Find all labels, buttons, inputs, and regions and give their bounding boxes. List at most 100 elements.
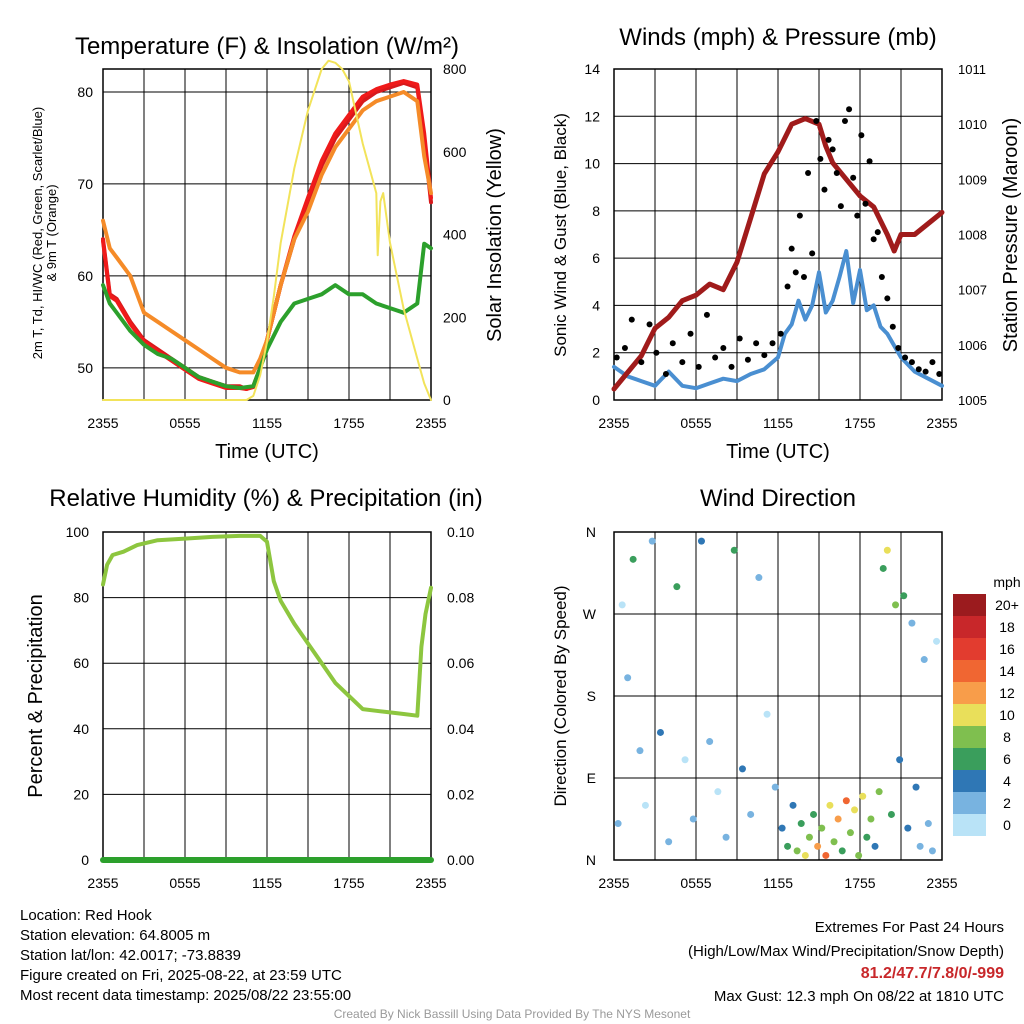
y2-tick-label: 1011 <box>958 62 986 77</box>
y2-tick-label: 1007 <box>958 283 987 298</box>
series-line-td <box>101 241 433 390</box>
gust-point <box>825 136 832 143</box>
x-tick-label: 0555 <box>169 415 200 431</box>
direction-point <box>641 801 649 809</box>
direction-point <box>924 820 932 828</box>
y2-tick-label: 1008 <box>958 228 987 243</box>
legend-label: 2 <box>1003 795 1011 811</box>
legend-label: 14 <box>999 663 1015 679</box>
direction-point <box>689 815 697 823</box>
gust-point <box>788 245 795 252</box>
direction-point <box>822 851 830 859</box>
footer-location: Location: Red Hook <box>20 907 152 924</box>
y2-tick-label: 400 <box>443 227 467 243</box>
gust-point <box>679 359 686 366</box>
x-tick-label: 1155 <box>763 875 793 891</box>
gust-point <box>703 311 710 318</box>
y-tick-label: 40 <box>73 721 89 737</box>
temp-xlabel: Time (UTC) <box>215 441 319 463</box>
legend-swatch <box>953 638 986 660</box>
direction-point <box>933 637 941 645</box>
y-tick-label: 0 <box>81 852 89 868</box>
y-tick-label: N <box>586 524 596 540</box>
extremes-subtitle: (High/Low/Max Wind/Precipitation/Snow De… <box>688 943 1004 960</box>
gust-point <box>777 330 784 337</box>
direction-point <box>830 838 838 846</box>
gust-point <box>761 352 768 359</box>
gust-point <box>884 295 891 302</box>
gust-point <box>621 344 628 351</box>
plot-frame <box>102 68 432 401</box>
y-tick-label: E <box>587 770 596 786</box>
footer-recent: Most recent data timestamp: 2025/08/22 2… <box>20 987 352 1004</box>
direction-point <box>920 656 928 664</box>
direction-point <box>614 820 622 828</box>
gust-point <box>687 330 694 337</box>
y-tick-label: 80 <box>77 84 93 100</box>
direction-point <box>810 810 818 818</box>
x-tick-label: 2355 <box>926 415 957 431</box>
x-tick-label: 1755 <box>333 415 364 431</box>
x-tick-label: 2355 <box>415 415 446 431</box>
direction-point <box>875 788 883 796</box>
direction-point <box>738 765 746 773</box>
temp-ylabel-line2: & 9m T (Orange) <box>44 184 59 281</box>
direction-point <box>908 619 916 627</box>
direction-point <box>722 833 730 841</box>
x-tick-label: 1755 <box>844 875 875 891</box>
direction-point <box>673 583 681 591</box>
gust-point <box>646 321 653 328</box>
legend-title: mph <box>993 574 1020 590</box>
direction-point <box>846 829 854 837</box>
footer-created: Figure created on Fri, 2025-08-22, at 23… <box>20 967 342 984</box>
y2-tick-label: 1006 <box>958 338 987 353</box>
direction-point <box>747 810 755 818</box>
y-tick-label: 2 <box>592 345 600 361</box>
y2-tick-label: 0.02 <box>447 786 474 802</box>
gust-point <box>862 200 869 207</box>
direction-point <box>887 810 895 818</box>
x-tick-label: 1155 <box>252 875 282 891</box>
legend-swatch <box>953 726 986 748</box>
gust-point <box>850 174 857 181</box>
direction-point <box>801 851 809 859</box>
direction-point <box>904 824 912 832</box>
gust-point <box>800 274 807 281</box>
direction-point <box>867 815 875 823</box>
y-tick-label: 20 <box>73 786 89 802</box>
wind-ylabel-right: Station Pressure (Maroon) <box>1000 118 1022 353</box>
y2-tick-label: 1009 <box>958 172 987 187</box>
direction-point <box>618 601 626 609</box>
y-tick-label: 60 <box>77 268 93 284</box>
legend-swatch <box>953 660 986 682</box>
direction-point <box>656 728 664 736</box>
gust-point <box>809 250 816 257</box>
gust-point <box>628 316 635 323</box>
direction-point <box>818 824 826 832</box>
direction-point <box>763 710 771 718</box>
wind-panel-title: Winds (mph) & Pressure (mb) <box>619 24 936 51</box>
gust-point <box>889 323 896 330</box>
y2-tick-label: 200 <box>443 309 467 325</box>
direction-point <box>900 592 908 600</box>
gust-point <box>870 236 877 243</box>
gust-point <box>638 359 645 366</box>
wind-xlabel: Time (UTC) <box>726 441 830 463</box>
gust-point <box>662 370 669 377</box>
gust-point <box>833 170 840 177</box>
gust-point <box>744 356 751 363</box>
direction-point <box>892 601 900 609</box>
direction-point <box>784 842 792 850</box>
y-tick-label: 6 <box>592 250 600 266</box>
legend-label: 8 <box>1003 729 1011 745</box>
legend-swatch <box>953 616 986 638</box>
y2-tick-label: 0.06 <box>447 655 474 671</box>
legend-swatch <box>953 792 986 814</box>
gust-point <box>796 212 803 219</box>
direction-point <box>797 820 805 828</box>
y2-tick-label: 0.08 <box>447 590 474 606</box>
direction-point <box>730 546 738 554</box>
gust-point <box>902 354 909 361</box>
direction-point <box>629 555 637 563</box>
